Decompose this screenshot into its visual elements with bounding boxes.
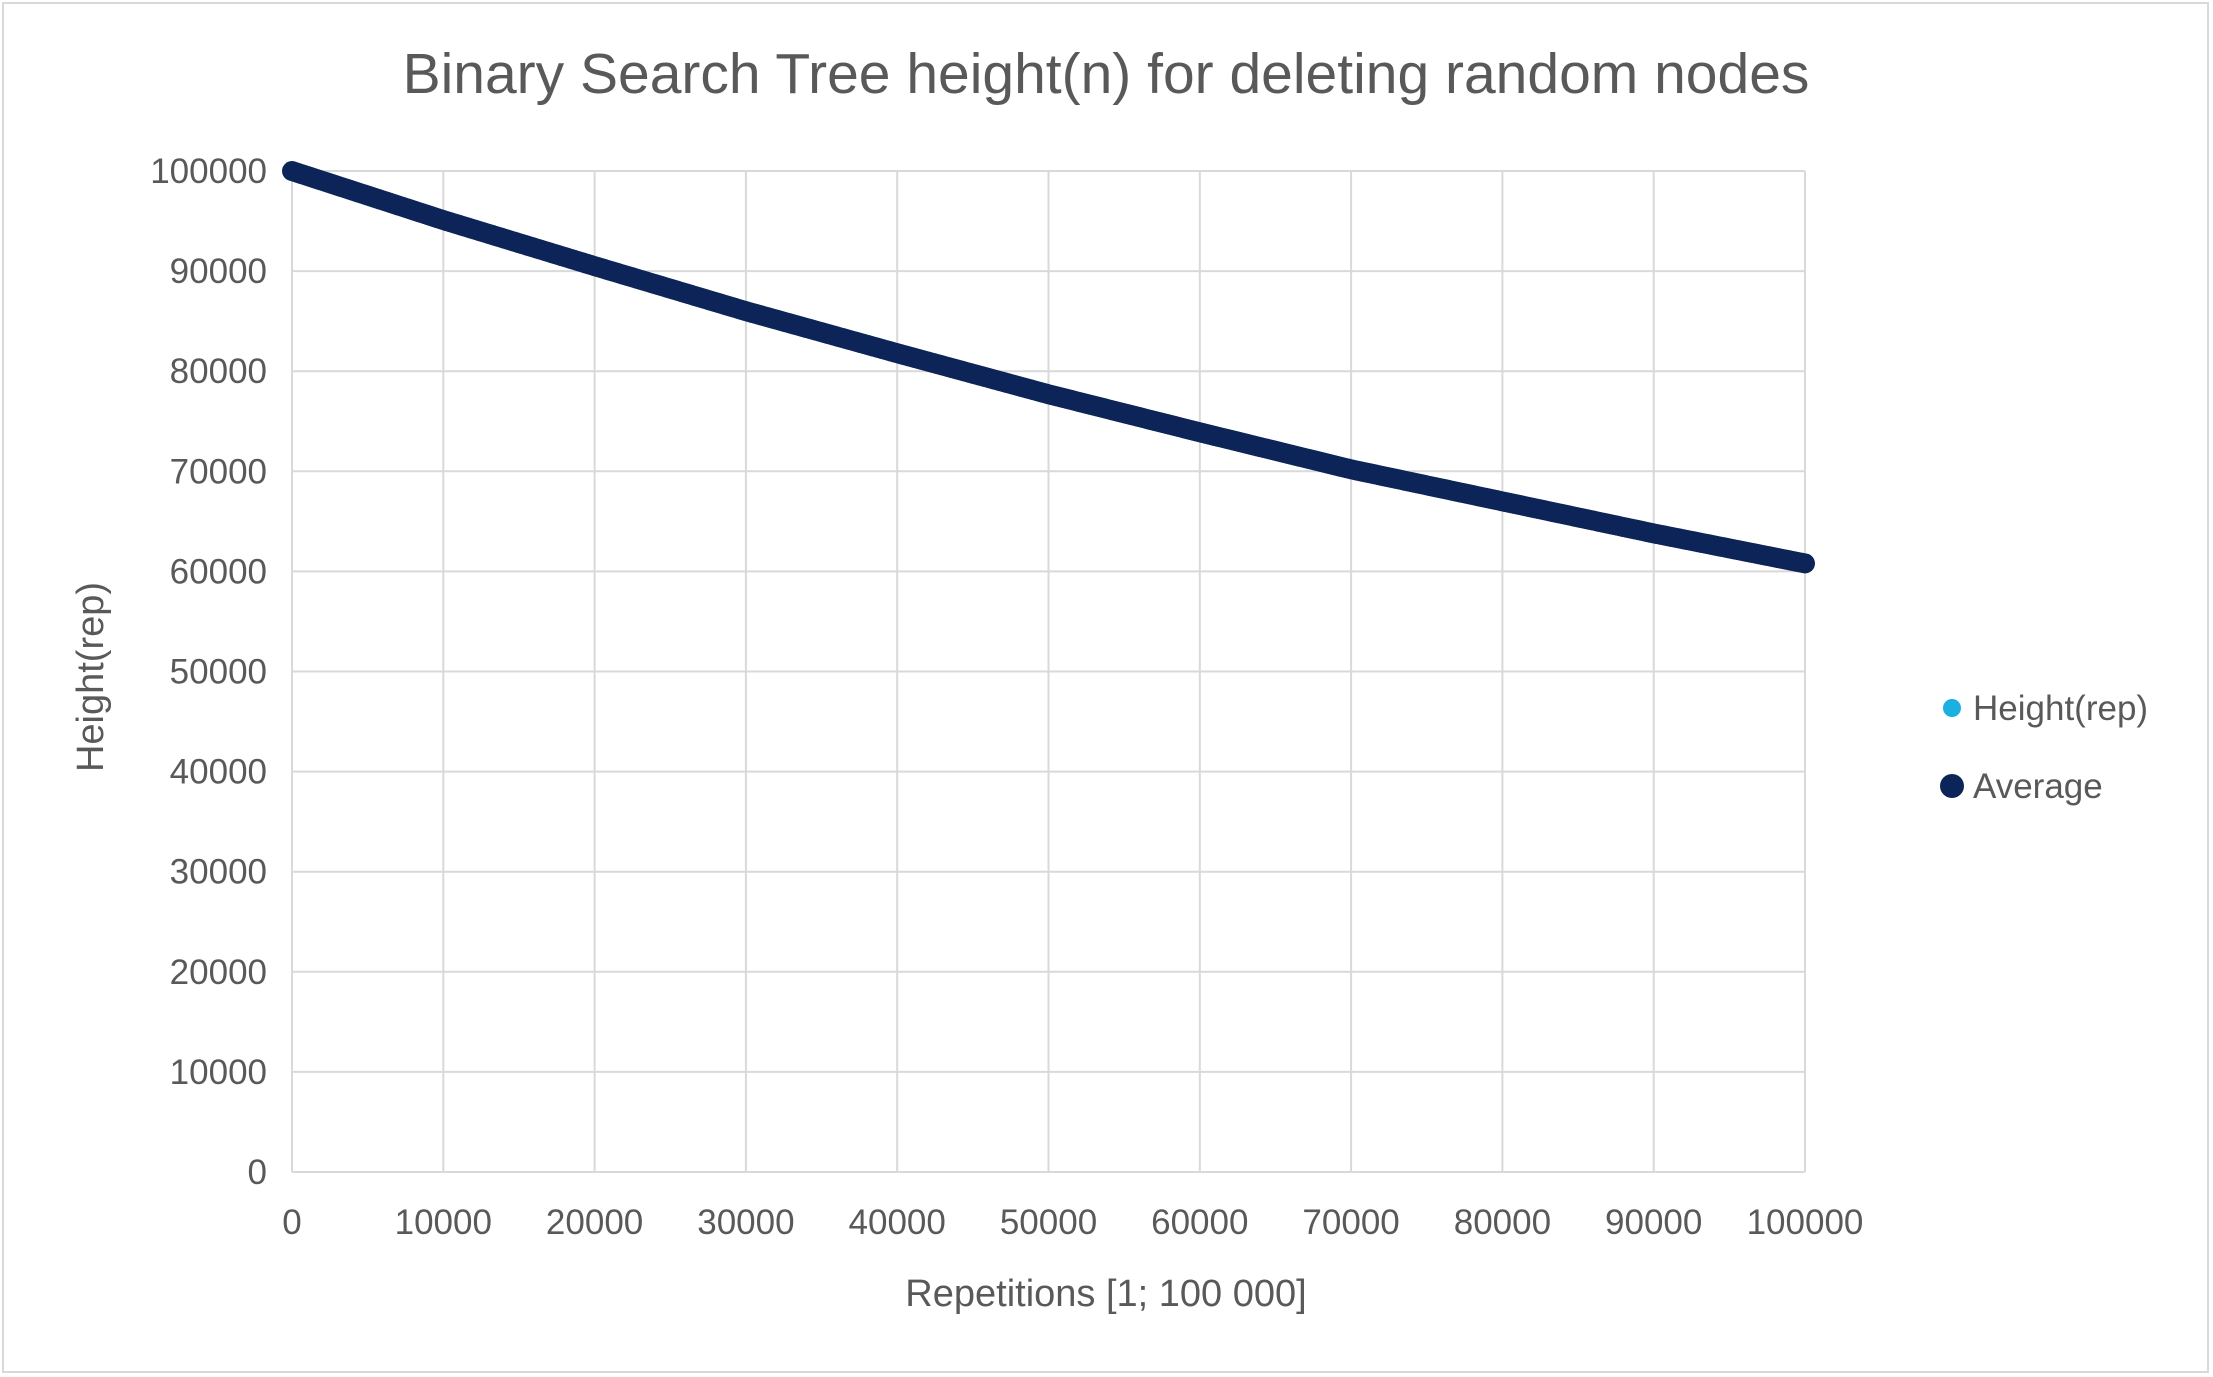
legend-marker [1940, 774, 1964, 798]
y-tick-label: 60000 [170, 552, 267, 591]
y-tick-label: 10000 [170, 1053, 267, 1092]
x-tick-label: 0 [282, 1203, 301, 1242]
series-average [282, 161, 1815, 574]
y-tick-label: 40000 [170, 753, 267, 792]
x-axis-ticks: 0 10000 20000 30000 40000 50000 60000 70000 8000… [282, 1203, 1863, 1242]
x-tick-label: 40000 [849, 1203, 946, 1242]
legend-label: Average [1973, 767, 2103, 806]
y-tick-label: 50000 [170, 653, 267, 692]
y-tick-label: 70000 [170, 452, 267, 491]
y-axis-title: Height(rep) [70, 582, 112, 772]
legend-label: Height(rep) [1973, 689, 2148, 728]
x-tick-label: 30000 [697, 1203, 794, 1242]
data-point [1795, 553, 1815, 574]
x-axis-title: Repetitions [1; 100 000] [905, 1273, 1306, 1315]
y-tick-label: 0 [248, 1153, 267, 1192]
x-tick-label: 50000 [1000, 1203, 1097, 1242]
legend-item: Height(rep) [1943, 689, 2148, 728]
y-tick-label: 80000 [170, 352, 267, 391]
y-tick-label: 20000 [170, 953, 267, 992]
legend: Height(rep) Average [1940, 689, 2148, 806]
series-layer [282, 161, 1815, 574]
y-tick-label: 30000 [170, 853, 267, 892]
y-tick-label: 100000 [150, 152, 267, 191]
chart-title: Binary Search Tree height(n) for deletin… [403, 42, 1810, 106]
y-axis-ticks: 0 10000 20000 30000 40000 50000 60000 70000 8000… [150, 152, 267, 1192]
x-tick-label: 20000 [546, 1203, 643, 1242]
grid-lines [291, 170, 1806, 1173]
x-tick-label: 90000 [1605, 1203, 1702, 1242]
x-tick-label: 10000 [395, 1203, 492, 1242]
y-tick-label: 90000 [170, 252, 267, 291]
legend-marker [1943, 699, 1961, 717]
x-tick-label: 80000 [1454, 1203, 1551, 1242]
x-tick-label: 70000 [1302, 1203, 1399, 1242]
x-tick-label: 60000 [1151, 1203, 1248, 1242]
legend-item: Average [1940, 767, 2103, 806]
x-tick-label: 100000 [1747, 1203, 1864, 1242]
